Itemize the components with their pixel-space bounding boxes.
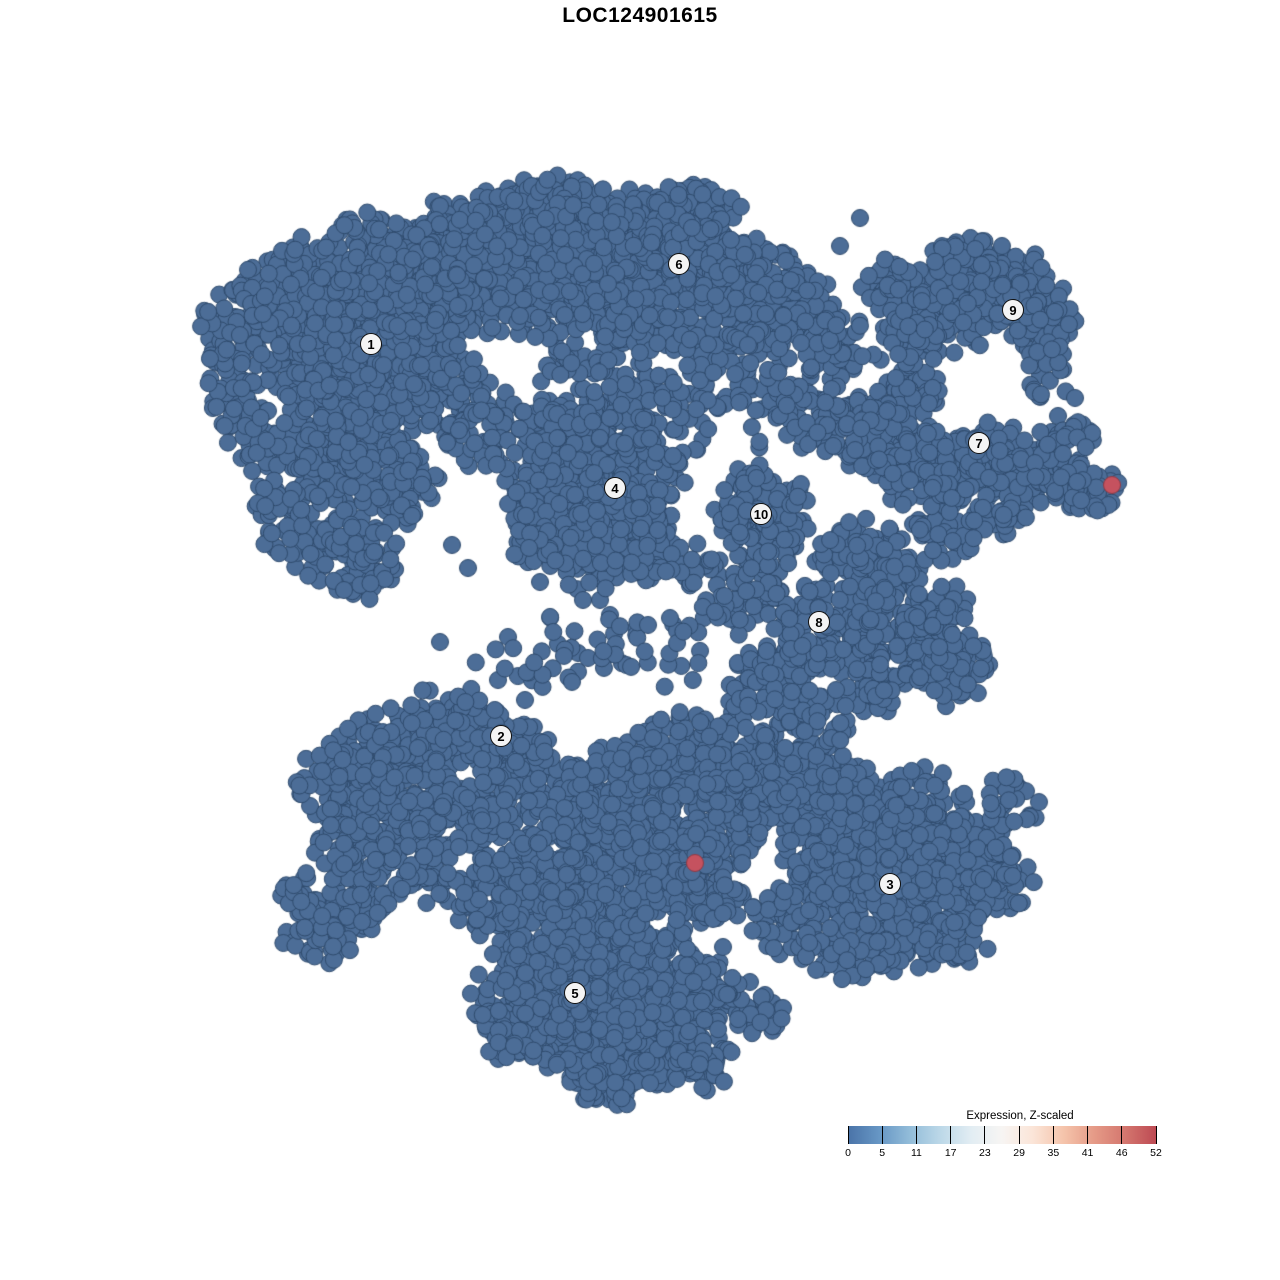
cluster-label-6: 6 (668, 253, 690, 275)
legend-tick-mark (1052, 1126, 1054, 1144)
cluster-label-9: 9 (1002, 299, 1024, 321)
legend-tick-label: 46 (1115, 1147, 1128, 1159)
legend-tick-label: 29 (1013, 1147, 1025, 1159)
cluster-label-5: 5 (564, 982, 586, 1004)
legend-tick-mark (984, 1126, 986, 1144)
legend-tick-label: 0 (845, 1147, 851, 1159)
legend-tick-label: 23 (979, 1147, 991, 1159)
legend-tick-label: 11 (910, 1147, 922, 1159)
cluster-label-10: 10 (750, 503, 772, 525)
legend-tick-mark (1155, 1126, 1157, 1144)
legend-tick-mark (1087, 1126, 1089, 1144)
legend-tick-label: 41 (1081, 1147, 1094, 1159)
cluster-label-4: 4 (604, 477, 626, 499)
legend-tick-mark (1018, 1126, 1020, 1144)
legend-tick-mark (915, 1126, 917, 1144)
cluster-label-3: 3 (879, 873, 901, 895)
cluster-label-2: 2 (490, 725, 512, 747)
legend-colorbar (847, 1126, 1157, 1144)
legend-tick-label: 5 (879, 1147, 886, 1159)
legend-tick-mark (881, 1126, 883, 1144)
legend-tick-mark (950, 1126, 952, 1144)
legend-tick-label: 17 (944, 1147, 957, 1159)
expression-legend: Expression, Z-scaled 0 5 11 17 23 29 35 41 46 52 (845, 1110, 1162, 1161)
legend-tick-mark (847, 1126, 849, 1144)
legend-tick-labels: 0 5 11 17 23 29 35 41 46 52 (845, 1147, 1162, 1161)
legend-tick-mark (1121, 1126, 1123, 1144)
legend-title: Expression, Z-scaled (966, 1110, 1074, 1122)
cluster-label-1: 1 (360, 333, 382, 355)
cluster-label-8: 8 (808, 611, 830, 633)
legend-tick-label: 52 (1150, 1147, 1162, 1159)
legend-tick-label: 35 (1047, 1147, 1060, 1159)
cluster-label-7: 7 (968, 432, 990, 454)
